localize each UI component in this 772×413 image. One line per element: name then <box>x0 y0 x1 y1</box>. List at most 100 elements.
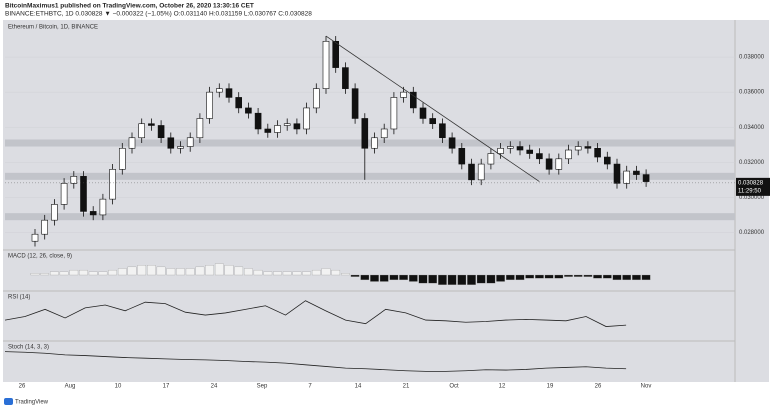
candle-body <box>361 118 369 149</box>
macd-bar <box>127 266 137 276</box>
macd-bar <box>205 265 214 276</box>
candle-body <box>565 149 572 160</box>
macd-bar <box>234 266 244 276</box>
macd-bar <box>447 274 457 285</box>
candle-body <box>225 88 233 98</box>
candle-body <box>51 204 58 221</box>
macd-bar <box>515 274 525 281</box>
y-tick-label: 0.028000 <box>739 230 765 236</box>
candle-body <box>439 123 446 139</box>
zone <box>5 213 735 221</box>
pane-title: MACD (12, 26, close, 9) <box>8 254 72 260</box>
candle-body <box>80 176 87 212</box>
macd-bar <box>341 273 350 276</box>
macd-bar <box>88 271 98 276</box>
stoch-line <box>4 351 627 372</box>
candle-body <box>274 125 281 133</box>
macd-bar <box>350 274 360 277</box>
macd-bar <box>525 274 535 279</box>
macd-bar <box>505 274 515 281</box>
macd-bar <box>59 271 69 276</box>
macd-bar <box>108 269 117 276</box>
x-tick-label: Sep <box>257 384 268 390</box>
plot-bg <box>3 20 769 382</box>
macd-bar <box>573 274 583 277</box>
candle-body <box>303 107 310 130</box>
publisher: BitcoinMaximus1 published on TradingView… <box>5 3 254 10</box>
candle-body <box>245 107 252 114</box>
candle-body <box>594 147 601 158</box>
candle-body <box>254 112 262 130</box>
trendline <box>325 35 540 182</box>
macd-bar <box>593 274 602 279</box>
candle-body <box>167 137 175 149</box>
macd-bar <box>166 268 176 276</box>
macd-bar <box>282 271 292 276</box>
candle-body <box>545 158 553 170</box>
x-tick-label: 14 <box>355 384 362 390</box>
x-tick-label: Nov <box>641 384 652 390</box>
macd-bar <box>486 274 496 284</box>
candle-body <box>283 123 291 126</box>
macd-bar <box>311 269 321 276</box>
macd-bar <box>273 271 282 276</box>
macd-bar <box>602 274 612 279</box>
x-tick-label: 17 <box>163 384 170 390</box>
x-tick-label: 24 <box>211 384 218 390</box>
macd-bar <box>564 274 573 277</box>
x-tick-label: Aug <box>65 384 76 390</box>
macd-bar <box>641 274 651 281</box>
macd-bar <box>379 274 389 282</box>
macd-bar <box>69 269 79 276</box>
candle-body <box>603 156 611 165</box>
macd-bar <box>467 274 476 285</box>
macd-bar <box>418 274 428 284</box>
candle-body <box>41 219 49 235</box>
candle-body <box>206 91 213 119</box>
macd-bar <box>331 269 341 276</box>
macd-bar <box>535 274 544 279</box>
macd-bar <box>612 274 622 281</box>
zone <box>5 139 735 147</box>
macd-bar <box>292 271 302 276</box>
macd-bar <box>79 269 88 276</box>
macd-bar <box>632 274 641 281</box>
macd-bar <box>370 274 379 282</box>
x-tick-label: 19 <box>547 384 554 390</box>
x-tick-label: 26 <box>595 384 602 390</box>
symbol-info: BINANCE:ETHBTC, 1D 0.030828 ▼ −0.000322 … <box>5 11 312 18</box>
last-price: 0.030828 <box>738 180 764 186</box>
macd-bar <box>176 268 185 276</box>
x-tick-label: 21 <box>403 384 410 390</box>
countdown: 11:29:50 <box>738 188 762 194</box>
y-tick-label: 0.032000 <box>739 160 765 166</box>
last-price-box <box>736 177 770 196</box>
candle-body <box>419 107 427 119</box>
rsi-line <box>4 300 627 327</box>
candle-body <box>128 137 136 149</box>
macd-bar <box>40 273 50 276</box>
macd-bar <box>496 274 505 282</box>
y-tick-label: 0.034000 <box>739 125 765 131</box>
candle-body <box>119 147 126 170</box>
logo <box>4 398 13 405</box>
candle-body <box>312 88 320 109</box>
candle-body <box>400 91 407 98</box>
candle-body <box>487 153 495 165</box>
candle-body <box>380 128 388 139</box>
y-tick-label: 0.036000 <box>739 90 765 96</box>
x-tick-label: 26 <box>19 384 26 390</box>
candle-body <box>31 233 39 242</box>
candle-body <box>351 88 359 119</box>
macd-bar <box>224 265 234 276</box>
candle-body <box>89 211 97 216</box>
candle-body <box>70 176 78 184</box>
macd-bar <box>457 274 467 285</box>
pane-title: RSI (14) <box>8 295 30 301</box>
candle-body <box>148 123 155 126</box>
macd-bar <box>137 265 147 276</box>
zone <box>5 172 735 180</box>
candle-body <box>138 123 145 139</box>
candle-body <box>526 149 534 154</box>
